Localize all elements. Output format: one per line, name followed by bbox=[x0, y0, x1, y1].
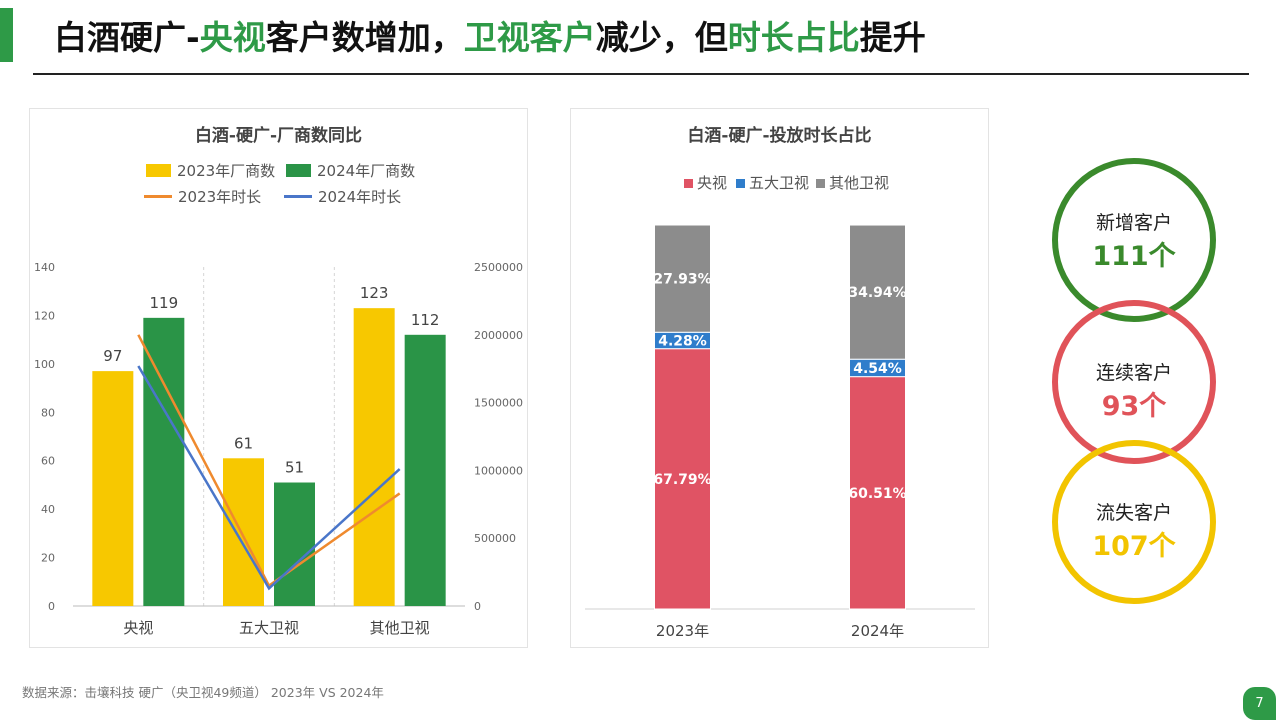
legend-swatch-five-satellite bbox=[736, 179, 745, 188]
title-segment: 提升 bbox=[859, 18, 926, 57]
new-customers-circle: 新增客户 111个 bbox=[1052, 158, 1216, 322]
left-axis-tick: 60 bbox=[41, 455, 55, 468]
right-axis-tick: 2000000 bbox=[474, 329, 523, 342]
duration-share-chart-panel: 白酒-硬广-投放时长占比 央视 五大卫视 其他卫视 67.79% 4.28% 27.… bbox=[570, 108, 989, 648]
segment-data-label: 67.79% bbox=[653, 472, 711, 488]
left-axis-tick: 120 bbox=[34, 309, 55, 322]
bar-data-label: 119 bbox=[150, 294, 179, 312]
legend-2023-count: 2023年厂商数 bbox=[146, 160, 275, 181]
segment-data-label: 60.51% bbox=[848, 486, 906, 502]
title-divider bbox=[33, 73, 1249, 75]
left-axis-tick: 0 bbox=[48, 600, 55, 613]
stacked-bar-segment bbox=[849, 376, 906, 610]
bar-data-label: 123 bbox=[360, 284, 389, 302]
legend-swatch-2024-count bbox=[286, 164, 311, 177]
bar-data-label: 97 bbox=[103, 347, 122, 365]
legend-five-satellite: 五大卫视 bbox=[736, 172, 809, 193]
title-segment: 减少，但 bbox=[595, 18, 728, 57]
legend-2024-duration: 2024年时长 bbox=[284, 186, 401, 207]
manufacturer-count-chart-panel: 白酒-硬广-厂商数同比 2023年厂商数 2024年厂商数 2023年时长 20… bbox=[29, 108, 528, 648]
x-category-label: 央视 bbox=[123, 619, 153, 637]
legend-label-cctv: 央视 bbox=[697, 174, 728, 192]
left-axis-tick: 20 bbox=[41, 552, 55, 565]
segment-data-label: 27.93% bbox=[653, 272, 711, 288]
lost-customers-label: 流失客户 bbox=[1095, 502, 1172, 524]
left-chart-title: 白酒-硬广-厂商数同比 bbox=[194, 126, 363, 146]
left-chart-plot: 0 20 40 60 80 100 120 140 0 500000 1000000 1500000 2… bbox=[34, 261, 523, 637]
segment-data-label: 4.54% bbox=[853, 361, 902, 377]
stacked-bar-segment bbox=[849, 224, 906, 360]
data-source-note: 数据来源：击壤科技 硬广（央卫视49频道） 2023年 VS 2024年 bbox=[22, 685, 384, 700]
segment-data-label: 34.94% bbox=[848, 285, 906, 301]
page-title: 白酒硬广-央视客户数增加，卫视客户减少，但时长占比提升 bbox=[54, 12, 926, 64]
title-segment: 白酒硬广- bbox=[54, 18, 200, 57]
continuing-customers-label: 连续客户 bbox=[1095, 362, 1172, 384]
bar bbox=[143, 317, 185, 606]
page-number: 7 bbox=[1243, 687, 1276, 720]
legend-label-other-satellite: 其他卫视 bbox=[829, 174, 890, 192]
right-axis-tick: 500000 bbox=[474, 532, 516, 545]
bar bbox=[223, 458, 264, 606]
stacked-bar-segment bbox=[654, 224, 711, 333]
bar-data-label: 61 bbox=[234, 434, 253, 452]
x-category-label: 其他卫视 bbox=[370, 619, 430, 637]
continuing-customers-value: 93个 bbox=[1101, 391, 1167, 422]
legend-label-2023-count: 2023年厂商数 bbox=[177, 162, 276, 180]
right-axis-tick: 2500000 bbox=[474, 261, 523, 274]
title-segment: 时长占比 bbox=[727, 18, 860, 57]
left-axis-tick: 40 bbox=[41, 503, 55, 516]
legend-label-2024-duration: 2024年时长 bbox=[318, 188, 402, 206]
right-chart-title: 白酒-硬广-投放时长占比 bbox=[687, 126, 872, 146]
right-axis-tick: 1500000 bbox=[474, 397, 523, 410]
series-line bbox=[137, 334, 401, 588]
stacked-bar-segment bbox=[654, 348, 711, 610]
bar bbox=[404, 334, 446, 606]
x-category-label: 五大卫视 bbox=[239, 619, 299, 637]
right-chart-plot: 67.79% 4.28% 27.93% 2023年 60.51% 4.54% 34.94% 2… bbox=[585, 224, 975, 640]
legend-swatch-2023-count bbox=[146, 164, 171, 177]
legend-swatch-cctv bbox=[684, 179, 693, 188]
left-axis-tick: 140 bbox=[34, 261, 55, 274]
legend-swatch-other-satellite bbox=[816, 179, 825, 188]
legend-line-2023-duration bbox=[144, 195, 172, 198]
lost-customers-value: 107个 bbox=[1092, 531, 1176, 562]
title-segment: 央视 bbox=[199, 18, 266, 57]
legend-cctv: 央视 bbox=[684, 172, 727, 193]
legend-label-2024-count: 2024年厂商数 bbox=[317, 162, 416, 180]
x-category-label: 2023年 bbox=[656, 622, 709, 640]
legend-label-five-satellite: 五大卫视 bbox=[749, 174, 810, 192]
title-segment: 客户数增加， bbox=[265, 18, 464, 57]
legend-2024-count: 2024年厂商数 bbox=[286, 160, 415, 181]
new-customers-label: 新增客户 bbox=[1095, 212, 1172, 234]
legend-label-2023-duration: 2023年时长 bbox=[178, 188, 262, 206]
new-customers-value: 111个 bbox=[1092, 241, 1176, 272]
bar bbox=[353, 308, 395, 606]
series-line bbox=[137, 365, 401, 591]
x-category-label: 2024年 bbox=[851, 622, 904, 640]
legend-other-satellite: 其他卫视 bbox=[816, 172, 889, 193]
left-axis-tick: 80 bbox=[41, 406, 55, 419]
bar-data-label: 112 bbox=[411, 311, 440, 329]
right-axis-tick: 0 bbox=[474, 600, 481, 613]
bar bbox=[92, 371, 134, 606]
title-accent-bar bbox=[0, 8, 13, 62]
lost-customers-circle: 流失客户 107个 bbox=[1052, 440, 1216, 604]
bar bbox=[274, 482, 315, 606]
bar-data-label: 51 bbox=[285, 459, 304, 477]
right-axis-tick: 1000000 bbox=[474, 464, 523, 477]
continuing-customers-circle: 连续客户 93个 bbox=[1052, 300, 1216, 464]
title-segment: 卫视客户 bbox=[463, 18, 596, 57]
legend-2023-duration: 2023年时长 bbox=[144, 186, 261, 207]
left-axis-tick: 100 bbox=[34, 358, 55, 371]
legend-line-2024-duration bbox=[284, 195, 312, 198]
segment-data-label: 4.28% bbox=[658, 333, 707, 349]
